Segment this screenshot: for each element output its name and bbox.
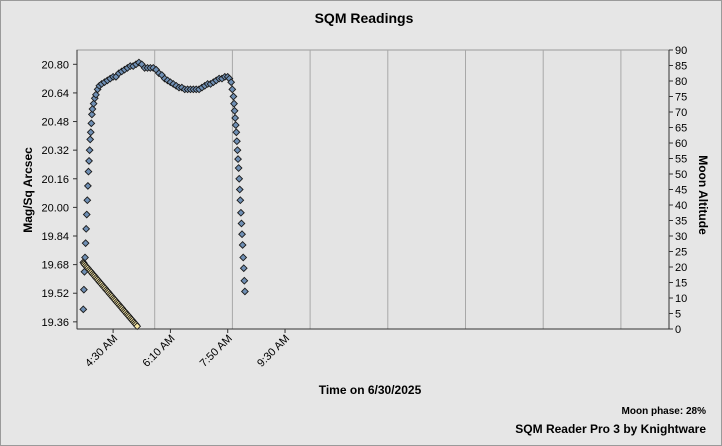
- y-right-tick-label: 65: [675, 123, 687, 135]
- sqm-point: [231, 121, 240, 130]
- sqm-point: [84, 167, 93, 176]
- y-right-tick-label: 25: [675, 247, 687, 259]
- y-right-tick-label: 70: [675, 107, 687, 119]
- sqm-point: [81, 239, 90, 248]
- x-tick-label: 4:30 AM: [83, 333, 120, 370]
- y-right-tick-label: 40: [675, 200, 687, 212]
- y-left-tick-label: 20.64: [41, 88, 69, 100]
- sqm-point: [237, 219, 246, 228]
- sqm-point: [86, 128, 95, 137]
- sqm-point: [232, 128, 241, 137]
- sqm-point: [83, 181, 92, 190]
- y-right-tick-label: 10: [675, 293, 687, 305]
- chart-title: SQM Readings: [315, 10, 414, 26]
- sqm-point: [85, 156, 93, 165]
- sqm-point: [86, 135, 95, 144]
- y-left-tick-label: 20.00: [41, 202, 69, 214]
- y-axis-right-title: Moon Altitude: [696, 155, 710, 235]
- sqm-point: [235, 174, 244, 183]
- y-right-tick-label: 5: [675, 309, 681, 321]
- x-axis-title: Time on 6/30/2025: [319, 383, 422, 397]
- sqm-point: [231, 114, 240, 122]
- y-right-tick-label: 60: [675, 138, 687, 150]
- sqm-point: [88, 105, 97, 113]
- sqm-point: [236, 208, 245, 217]
- sqm-point: [79, 285, 88, 294]
- y-right-tick-label: 15: [675, 278, 687, 290]
- sqm-point: [239, 264, 248, 273]
- sqm-point: [227, 78, 236, 87]
- sqm-point: [87, 110, 96, 119]
- series-layer: [79, 58, 249, 331]
- sqm-point: [240, 276, 249, 285]
- y-right-tick-label: 90: [675, 45, 687, 57]
- y-left-tick-label: 20.32: [41, 145, 69, 157]
- sqm-point: [79, 305, 88, 314]
- series-sqm-readings: [79, 58, 249, 314]
- y-right-tick-label: 75: [675, 92, 687, 104]
- sqm-point: [229, 92, 238, 101]
- y-left-tick-label: 20.48: [41, 117, 69, 129]
- y-right-tick-label: 85: [675, 61, 687, 73]
- y-left-tick-label: 20.80: [41, 59, 69, 71]
- x-tick-label: 7:50 AM: [198, 333, 235, 370]
- app-credit: SQM Reader Pro 3 by Knightware: [515, 422, 706, 436]
- y-right-tick-label: 30: [675, 231, 687, 243]
- y-right-tick-label: 80: [675, 76, 687, 88]
- sqm-point: [234, 155, 242, 164]
- sqm-point: [234, 164, 243, 172]
- y-right-tick-label: 50: [675, 169, 687, 181]
- sqm-point: [228, 85, 237, 94]
- sqm-point: [240, 287, 249, 296]
- sqm-point: [87, 119, 96, 128]
- sqm-point: [82, 210, 91, 219]
- sqm-point: [85, 146, 94, 155]
- sqm-point: [230, 106, 239, 115]
- sqm-point: [238, 241, 247, 249]
- sqm-point: [233, 146, 242, 155]
- y-left-tick-label: 19.36: [41, 317, 69, 329]
- y-left-tick-label: 19.68: [41, 260, 69, 272]
- y-left-tick-label: 19.52: [41, 288, 69, 300]
- x-tick-label: 6:10 AM: [141, 333, 178, 370]
- y-right-tick-label: 55: [675, 154, 687, 166]
- sqm-point: [238, 230, 246, 239]
- y-axis-left-title: Mag/Sq Arcsec: [21, 147, 35, 233]
- y-right-tick-label: 45: [675, 185, 687, 197]
- moon-phase-label: Moon phase: 28%: [622, 406, 707, 417]
- moon-altitude-point: [133, 322, 142, 331]
- sqm-point: [236, 196, 245, 205]
- plot-area: [76, 49, 670, 330]
- sqm-point: [230, 99, 238, 108]
- x-tick-label: 9:30 AM: [255, 333, 292, 370]
- sqm-point: [82, 224, 91, 233]
- sqm-point: [83, 196, 92, 205]
- y-left-tick-label: 19.84: [41, 231, 69, 243]
- series-moon-altitude: [79, 258, 142, 331]
- y-right-tick-label: 20: [675, 262, 687, 274]
- sqm-point: [232, 137, 241, 146]
- y-right-tick-label: 0: [675, 324, 681, 336]
- y-left-tick-label: 20.16: [41, 174, 69, 186]
- sqm-point: [89, 99, 98, 108]
- sqm-point: [239, 253, 248, 262]
- sqm-point: [235, 185, 244, 194]
- y-right-tick-label: 35: [675, 216, 687, 228]
